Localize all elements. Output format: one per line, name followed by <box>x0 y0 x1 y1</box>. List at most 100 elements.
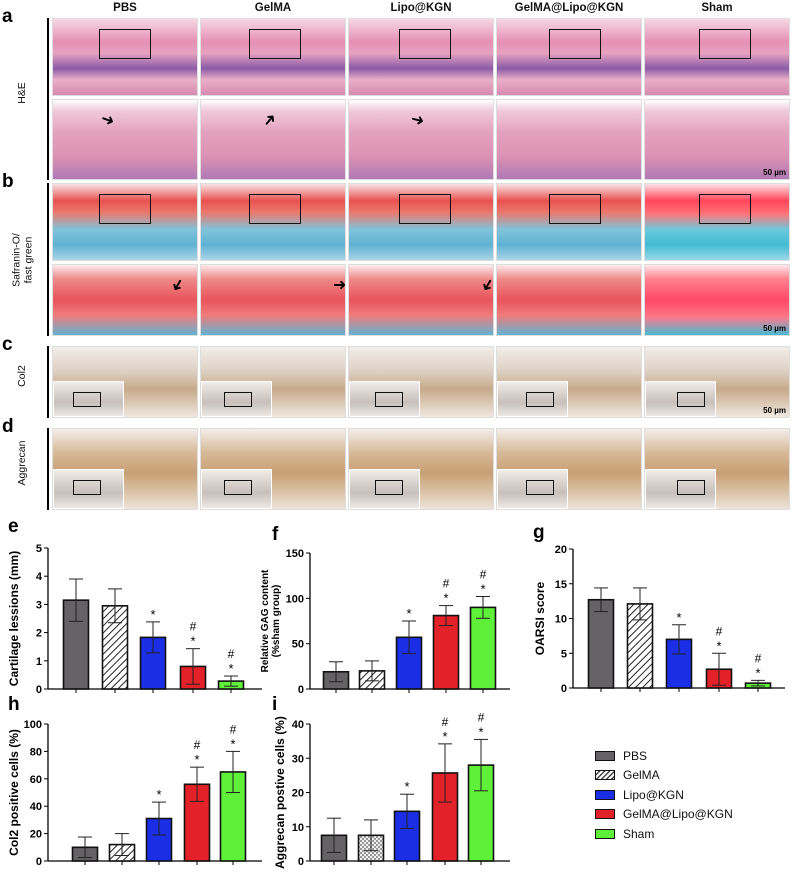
histology-image: ➜ <box>200 264 346 336</box>
zoom-region-box <box>375 391 403 407</box>
y-tick-label: 1 <box>36 656 42 668</box>
histology-image: 50 µm <box>644 264 790 336</box>
legend-label: GelMA <box>623 768 660 783</box>
zoom-region-box <box>699 194 751 224</box>
row-divider <box>47 346 49 418</box>
histology-image: ➜ <box>52 264 198 336</box>
zoom-region-box <box>526 391 554 407</box>
y-tick-label: 3 <box>36 599 42 611</box>
significance-star: * <box>194 752 199 767</box>
zoom-region-box <box>526 479 554 495</box>
y-tick-label: 40 <box>292 719 304 731</box>
bar-pbs <box>587 598 615 689</box>
histology-image: 50 µm <box>644 346 790 418</box>
column-header: PBS <box>113 2 137 14</box>
y-tick-label: 60 <box>30 774 42 786</box>
column-header: GelMA <box>254 2 292 14</box>
zoom-region-box <box>224 391 252 407</box>
significance-star: * <box>478 724 483 739</box>
histology-image <box>644 18 790 96</box>
inset-image <box>349 468 421 509</box>
scale-bar: 50 µm <box>763 406 786 415</box>
histology-image <box>644 183 790 261</box>
inset-image <box>497 381 569 417</box>
legend-item: GelMA@Lipo@KGN <box>595 805 733 825</box>
y-axis-label: Cartilage lessions (mm) <box>7 551 21 686</box>
y-tick-label: 0 <box>36 684 42 696</box>
significance-star: * <box>230 736 235 751</box>
histology-image <box>496 99 642 180</box>
y-tick-label: 20 <box>30 829 42 841</box>
y-tick-label: 5 <box>36 543 42 555</box>
zoom-region-box <box>224 479 252 495</box>
significance-hash: # <box>480 568 487 582</box>
significance-star: * <box>676 610 681 625</box>
histology-image <box>52 183 198 261</box>
significance-hash: # <box>228 647 235 661</box>
histology-image <box>348 18 494 96</box>
y-tick-label: 0 <box>36 856 42 868</box>
histology-image <box>644 428 790 510</box>
y-tick-label: 30 <box>292 753 304 765</box>
histology-image <box>496 18 642 96</box>
arrow-icon: ➜ <box>333 277 346 294</box>
panel-letter-e: e <box>8 516 19 537</box>
significance-hash: # <box>194 738 201 752</box>
panel-letter-c: c <box>2 334 13 355</box>
legend-label: GelMA@Lipo@KGN <box>623 807 733 822</box>
histology-image: ➜ <box>200 99 346 180</box>
y-tick-label: 20 <box>292 788 304 800</box>
scale-bar: 50 µm <box>763 168 786 177</box>
zoom-region-box <box>677 391 705 407</box>
histology-image <box>200 346 346 418</box>
row-label: H&E <box>16 82 28 104</box>
legend-item: PBS <box>595 746 733 766</box>
significance-hash: # <box>443 577 450 591</box>
significance-star: * <box>150 607 155 622</box>
legend-item: Sham <box>595 824 733 844</box>
zoom-region-box <box>375 479 403 495</box>
column-header: Sham <box>701 2 733 14</box>
legend: PBS GelMA Lipo@KGN GelMA@Lipo@KGN Sham <box>595 746 733 844</box>
zoom-region-box <box>249 29 301 59</box>
significance-hash: # <box>478 710 485 724</box>
inset-image <box>201 381 273 417</box>
histology-image <box>52 428 198 510</box>
significance-star: * <box>156 787 161 802</box>
histology-image: ➜ <box>52 99 198 180</box>
y-tick-label: 15 <box>555 579 567 591</box>
y-tick-label: 100 <box>286 593 304 605</box>
y-tick-label: 40 <box>30 801 42 813</box>
y-axis-label: OARSI score <box>533 581 547 655</box>
significance-star: * <box>228 661 233 676</box>
significance-star: * <box>442 729 447 744</box>
significance-star: * <box>404 779 409 794</box>
histology-image <box>348 428 494 510</box>
histology-image: ➜ <box>348 264 494 336</box>
column-header: Lipo@KGN <box>390 2 452 14</box>
row-divider <box>47 183 49 336</box>
y-tick-label: 10 <box>292 822 304 834</box>
zoom-region-box <box>73 391 101 407</box>
y-axis-label: (%sham group) <box>271 585 282 658</box>
y-axis-label: Aggrecan postive cells (%) <box>273 716 287 869</box>
column-header: GelMA@Lipo@KGN <box>514 2 624 14</box>
zoom-region-box <box>249 194 301 224</box>
panel-letter-g: g <box>533 522 545 543</box>
y-tick-label: 0 <box>561 683 567 695</box>
histology-image <box>200 183 346 261</box>
y-tick-label: 0 <box>298 684 304 696</box>
panel-letter-i: i <box>272 694 277 715</box>
inset-image <box>349 381 421 417</box>
scale-bar: 50 µm <box>763 324 786 333</box>
y-tick-label: 80 <box>30 746 42 758</box>
significance-hash: # <box>190 620 197 634</box>
significance-star: * <box>755 665 760 680</box>
histology-image: ➜ <box>348 99 494 180</box>
histology-image <box>52 18 198 96</box>
legend-label: Sham <box>623 826 655 841</box>
y-axis-label: Col2 positive cells (%) <box>7 729 21 856</box>
histology-image: 50 µm <box>644 99 790 180</box>
